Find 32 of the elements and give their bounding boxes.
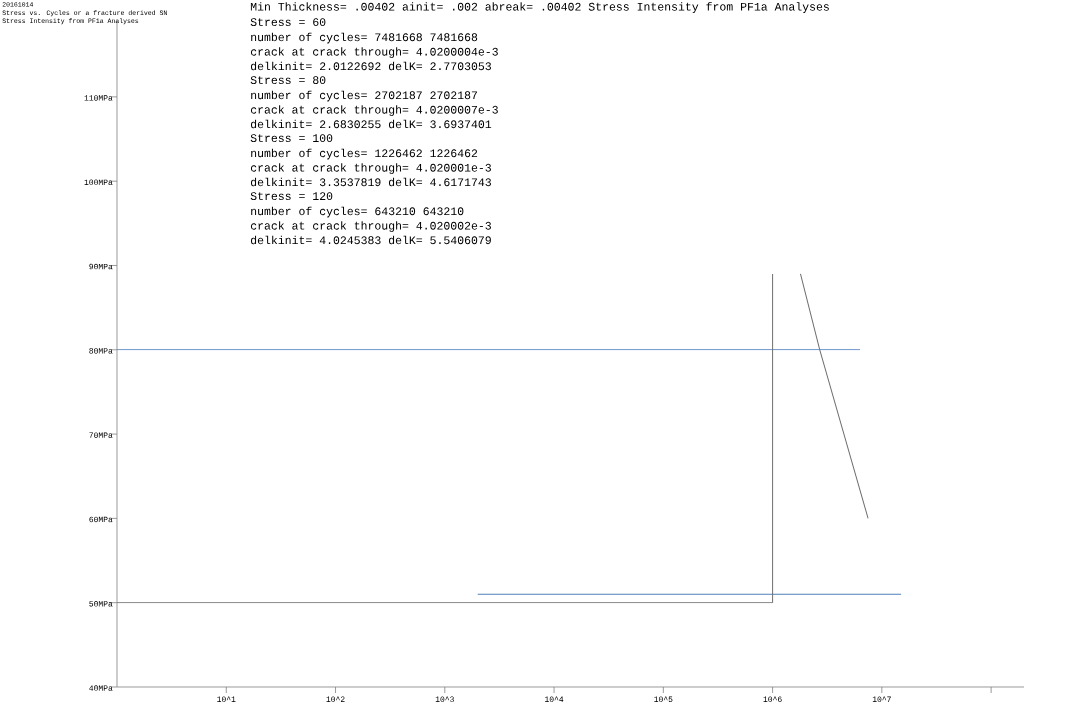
y-tick-label: 80MPa	[89, 348, 113, 354]
x-tick-label: 10^3	[435, 696, 454, 702]
annotation: delkinit= 3.3537819 delK= 4.6171743	[250, 177, 491, 187]
annotation: number of cycles= 7481668 7481668	[251, 32, 478, 44]
y-tick-label: 90MPa	[89, 263, 113, 270]
x-tick-label: 10^5	[654, 696, 673, 702]
annotation: delkinit= 2.0122692 delK= 2.7703053	[250, 61, 491, 71]
annotation: crack at crack through= 4.020002e-3	[250, 221, 491, 232]
text: Min Thickness= .00402 ainit= .002 abreak= .00402 Stress Intensity from PF1a Analyses	[250, 2, 829, 13]
y-tick-label: 40MPa	[89, 685, 113, 691]
x-tick-label: 10^4	[545, 696, 564, 702]
annotation: Stress = 120	[250, 192, 333, 200]
annotation: Stress = 60	[250, 18, 326, 26]
annotation: delkinit= 4.0245383 delK= 5.5406079	[250, 235, 491, 245]
annotation: number of cycles= 643210 643210	[251, 206, 464, 218]
annotation: crack at crack through= 4.0200004e-3	[250, 47, 498, 58]
y-tick-label: 70MPa	[89, 432, 113, 438]
y-tick-label: 100MPa	[84, 179, 113, 185]
x-tick-label: 10^6	[763, 696, 782, 702]
x-tick-label: 10^1	[217, 696, 236, 702]
annotation: number of cycles= 1226462 1226462	[251, 148, 478, 160]
y-tick-label: 110MPa	[84, 95, 113, 101]
annotation: crack at crack through= 4.0200007e-3	[250, 105, 498, 116]
annotation: Stress = 80	[250, 76, 326, 84]
x-tick-label: 10^2	[326, 696, 345, 702]
annotation: number of cycles= 2702187 2702187	[251, 90, 478, 102]
x-tick-label: 10^7	[872, 696, 891, 702]
y-tick-label: 60MPa	[89, 516, 113, 523]
y-tick-label: 50MPa	[89, 601, 113, 607]
annotation: Stress = 100	[250, 134, 333, 142]
annotation: crack at crack through= 4.020001e-3	[250, 163, 491, 174]
annotation: delkinit= 2.6830255 delK= 3.6937401	[250, 119, 492, 129]
